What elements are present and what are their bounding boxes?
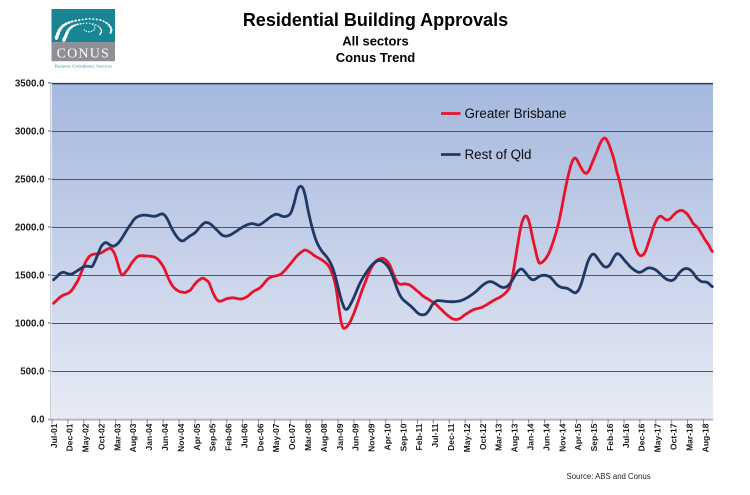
svg-text:Mar-13: Mar-13 <box>494 423 504 451</box>
svg-text:Feb-11: Feb-11 <box>414 423 424 450</box>
svg-text:Aug-13: Aug-13 <box>510 423 520 452</box>
svg-text:Apr-10: Apr-10 <box>383 423 393 450</box>
svg-text:2000.0: 2000.0 <box>15 223 45 234</box>
svg-text:Dec-16: Dec-16 <box>637 423 647 451</box>
svg-text:Feb-16: Feb-16 <box>605 423 615 451</box>
svg-text:Mar-08: Mar-08 <box>303 423 313 451</box>
svg-text:Jun-14: Jun-14 <box>541 423 551 451</box>
svg-text:Jan-09: Jan-09 <box>335 423 345 450</box>
svg-text:Jul-16: Jul-16 <box>621 423 631 448</box>
svg-text:Aug-08: Aug-08 <box>319 423 329 452</box>
svg-text:Feb-06: Feb-06 <box>224 423 234 451</box>
svg-text:Source: ABS and Conus: Source: ABS and Conus <box>567 472 651 481</box>
svg-text:All sectors: All sectors <box>342 34 408 49</box>
svg-text:Jul-01: Jul-01 <box>49 423 59 448</box>
svg-text:Jan-04: Jan-04 <box>144 423 154 450</box>
svg-text:Dec-01: Dec-01 <box>65 423 75 451</box>
svg-text:Sep-15: Sep-15 <box>589 423 599 451</box>
svg-text:Jul-06: Jul-06 <box>240 423 250 448</box>
svg-text:Jul-11: Jul-11 <box>430 423 440 447</box>
svg-text:Jun-09: Jun-09 <box>351 423 361 451</box>
svg-text:Nov-14: Nov-14 <box>557 423 567 452</box>
svg-text:Mar-03: Mar-03 <box>112 423 122 451</box>
svg-text:Business Consultancy Services: Business Consultancy Services <box>55 63 112 68</box>
svg-text:0.0: 0.0 <box>31 415 44 426</box>
svg-text:Sep-10: Sep-10 <box>398 423 408 451</box>
svg-text:Sep-05: Sep-05 <box>208 423 218 451</box>
svg-text:May-07: May-07 <box>271 423 281 452</box>
svg-text:Oct-12: Oct-12 <box>478 423 488 450</box>
svg-text:2500.0: 2500.0 <box>15 175 45 186</box>
svg-text:Residential Building Approvals: Residential Building Approvals <box>243 10 508 30</box>
svg-text:Jun-04: Jun-04 <box>160 423 170 451</box>
svg-text:Aug-03: Aug-03 <box>128 423 138 452</box>
svg-text:Jan-14: Jan-14 <box>526 423 536 450</box>
svg-text:May-17: May-17 <box>653 423 663 452</box>
svg-text:Oct-02: Oct-02 <box>97 423 107 450</box>
svg-text:500.0: 500.0 <box>20 367 44 378</box>
svg-text:Dec-06: Dec-06 <box>255 423 265 451</box>
svg-text:3000.0: 3000.0 <box>15 127 45 138</box>
svg-text:3500.0: 3500.0 <box>15 79 45 90</box>
svg-text:Nov-04: Nov-04 <box>176 423 186 452</box>
svg-text:Oct-07: Oct-07 <box>287 423 297 450</box>
svg-text:CONUS: CONUS <box>57 47 110 62</box>
svg-text:Apr-05: Apr-05 <box>192 423 202 450</box>
svg-text:Nov-09: Nov-09 <box>367 423 377 452</box>
svg-text:1500.0: 1500.0 <box>15 271 45 282</box>
svg-text:Apr-15: Apr-15 <box>573 423 583 450</box>
svg-text:Oct-17: Oct-17 <box>669 423 679 450</box>
svg-text:Mar-18: Mar-18 <box>684 423 694 451</box>
svg-text:Dec-11: Dec-11 <box>446 423 456 451</box>
svg-text:Greater Brisbane: Greater Brisbane <box>465 106 567 121</box>
svg-text:May-12: May-12 <box>462 423 472 452</box>
svg-text:Rest of Qld: Rest of Qld <box>465 147 532 162</box>
svg-text:Aug-18: Aug-18 <box>700 423 710 452</box>
svg-text:May-02: May-02 <box>81 423 91 452</box>
svg-text:Conus Trend: Conus Trend <box>336 50 416 65</box>
svg-text:1000.0: 1000.0 <box>15 319 45 330</box>
